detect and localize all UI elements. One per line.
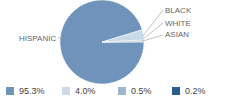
svg-text:WHITE: WHITE [165,19,191,28]
svg-text:0.2%: 0.2% [185,86,206,96]
svg-text:4.0%: 4.0% [75,86,96,96]
svg-text:0.5%: 0.5% [131,86,152,96]
svg-text:ASIAN: ASIAN [165,30,189,39]
svg-text:HISPANIC: HISPANIC [19,34,56,43]
svg-text:BLACK: BLACK [165,6,192,15]
svg-text:95.3%: 95.3% [19,86,45,96]
